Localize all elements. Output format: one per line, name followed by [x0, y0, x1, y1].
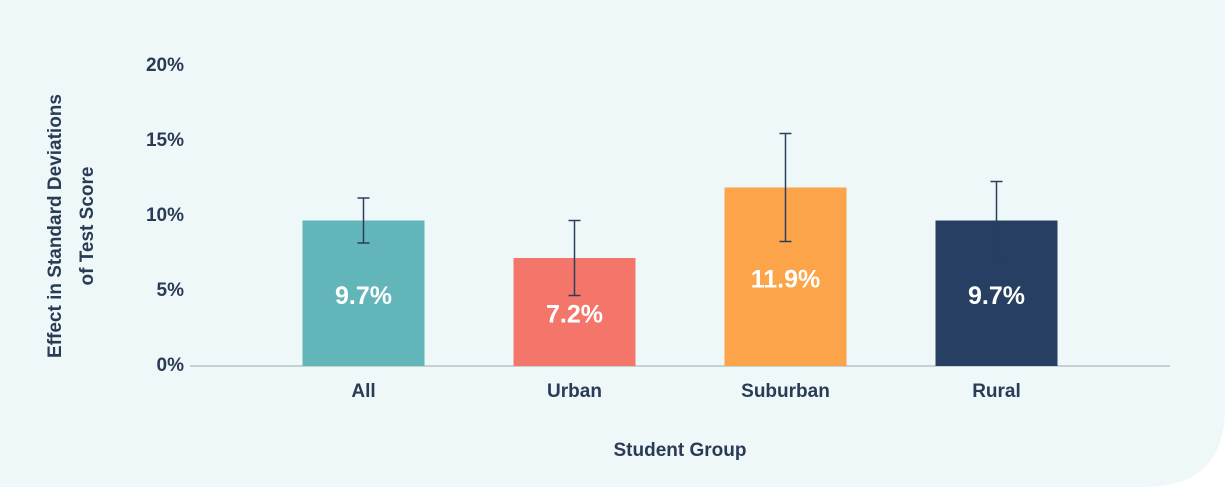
- y-tick-label: 20%: [146, 55, 184, 76]
- value-label: 9.7%: [968, 282, 1025, 310]
- y-tick-label: 15%: [146, 130, 184, 151]
- y-tick-label: 0%: [157, 355, 185, 376]
- x-tick-label: Urban: [547, 381, 602, 402]
- value-label: 7.2%: [546, 301, 603, 329]
- value-label: 9.7%: [335, 282, 392, 310]
- value-label: 11.9%: [751, 265, 821, 293]
- x-tick-label: Rural: [972, 381, 1021, 402]
- y-tick-label: 5%: [157, 280, 185, 301]
- y-axis-title: Effect in Standard Deviations: [45, 94, 66, 358]
- bar: [302, 220, 425, 366]
- y-axis-title: of Test Score: [77, 167, 98, 286]
- y-tick-label: 10%: [146, 205, 184, 226]
- x-axis-title: Student Group: [614, 440, 747, 461]
- x-tick-label: All: [351, 381, 375, 402]
- x-tick-label: Suburban: [741, 381, 830, 402]
